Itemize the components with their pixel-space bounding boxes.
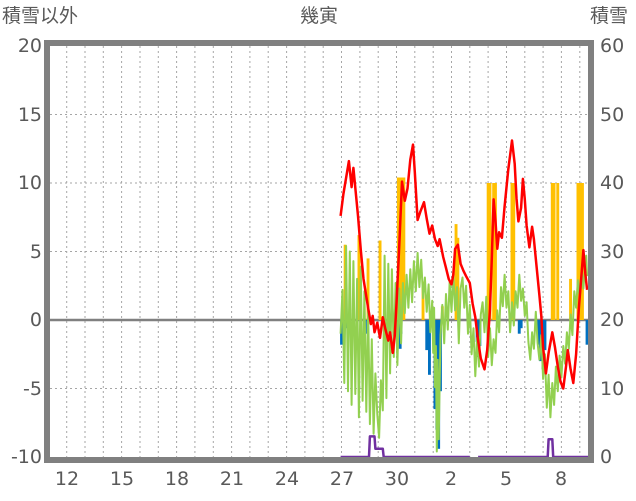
x-axis-tick: 18 <box>164 468 190 490</box>
x-axis-tick: 2 <box>444 468 458 490</box>
right-axis-tick: 0 <box>600 446 613 468</box>
orange-bars <box>488 183 492 320</box>
right-axis-tick: 20 <box>600 309 625 331</box>
x-axis-tick: 21 <box>219 468 245 490</box>
blue-bars <box>519 320 523 329</box>
orange-bars <box>512 183 516 320</box>
blue-bars <box>543 320 547 351</box>
orange-bars <box>456 237 460 320</box>
orange-bars <box>556 183 560 320</box>
right-axis-label: 積雪 <box>589 5 628 27</box>
blue-bars <box>425 320 429 351</box>
blue-bars <box>585 320 588 345</box>
right-axis-tick: 60 <box>600 35 625 57</box>
plot-frame <box>44 40 594 463</box>
left-axis-tick: -5 <box>23 378 42 400</box>
orange-bars <box>366 258 370 320</box>
x-axis-tick: 30 <box>384 468 410 490</box>
left-axis-tick: 5 <box>29 241 42 263</box>
orange-bars <box>378 240 382 320</box>
plot-svg <box>50 46 588 457</box>
orange-bars <box>402 177 406 320</box>
purple-snow-line <box>478 437 588 457</box>
left-axis-tick: 0 <box>29 309 42 331</box>
right-axis-tick: 10 <box>600 378 625 400</box>
x-axis-tick: 8 <box>554 468 568 490</box>
orange-bars <box>569 278 572 320</box>
orange-bars <box>421 281 425 320</box>
orange-bars <box>357 235 361 320</box>
blue-bars <box>517 320 521 334</box>
left-axis-label: 積雪以外 <box>2 5 79 27</box>
left-axis-tick: 15 <box>17 104 42 126</box>
x-axis-tick: 15 <box>109 468 135 490</box>
left-axis-tick: 10 <box>17 172 42 194</box>
orange-bars <box>552 183 556 320</box>
x-axis-tick: 27 <box>329 468 355 490</box>
x-axis-tick: 12 <box>54 468 80 490</box>
blue-bars <box>537 320 540 345</box>
x-axis-tick: 5 <box>499 468 513 490</box>
left-axis-tick: 20 <box>17 35 42 57</box>
orange-bars <box>400 177 404 320</box>
orange-bars <box>510 183 514 320</box>
right-axis-tick: 50 <box>600 104 625 126</box>
right-axis-tick: 30 <box>600 241 625 263</box>
x-axis-tick: 24 <box>274 468 300 490</box>
red-line <box>339 139 588 390</box>
right-axis-tick: 40 <box>600 172 625 194</box>
chart-title: 幾寅 <box>299 5 338 27</box>
orange-bars <box>550 183 554 320</box>
orange-bars <box>492 183 496 320</box>
left-axis-tick: -10 <box>10 446 42 468</box>
purple-snow-line <box>340 435 470 457</box>
orange-bars <box>576 183 580 320</box>
green-line <box>339 245 588 453</box>
orange-bars <box>578 183 582 320</box>
orange-bars <box>494 183 497 320</box>
orange-bars <box>454 224 458 320</box>
orange-bars <box>486 183 490 320</box>
blue-bars <box>428 320 431 375</box>
